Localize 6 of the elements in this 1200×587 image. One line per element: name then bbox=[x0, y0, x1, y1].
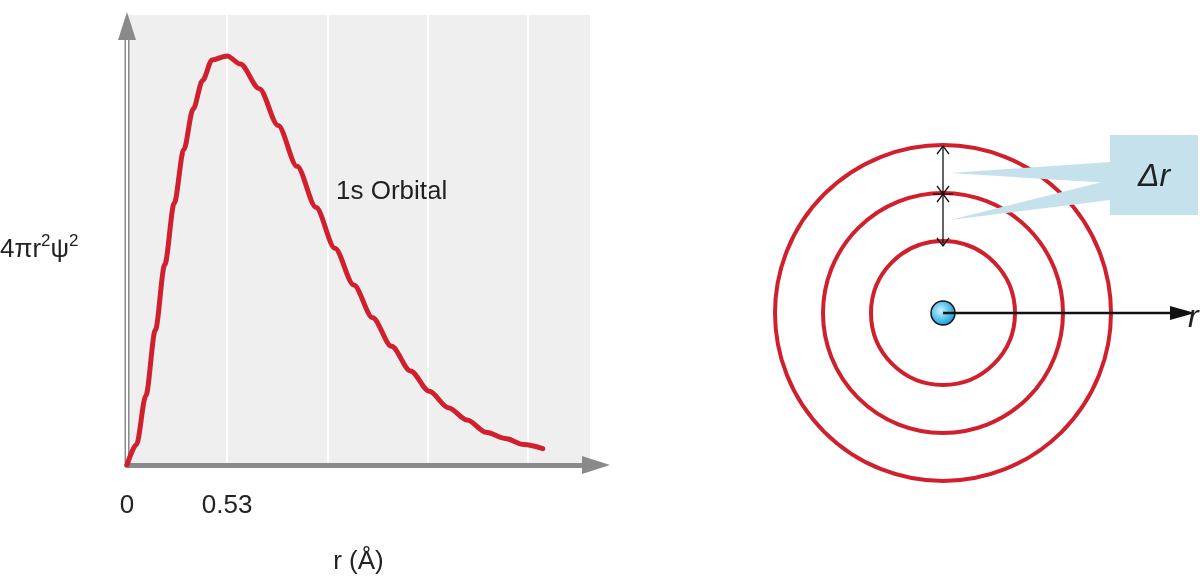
series-label: 1s Orbital bbox=[335, 175, 448, 206]
x-tick-label: 0.53 bbox=[201, 489, 253, 519]
text: r bbox=[1188, 298, 1200, 334]
text: Δr bbox=[1136, 157, 1172, 193]
x-axis-title: r (Å) bbox=[333, 545, 384, 575]
x-tick-label: 0 bbox=[119, 489, 135, 519]
